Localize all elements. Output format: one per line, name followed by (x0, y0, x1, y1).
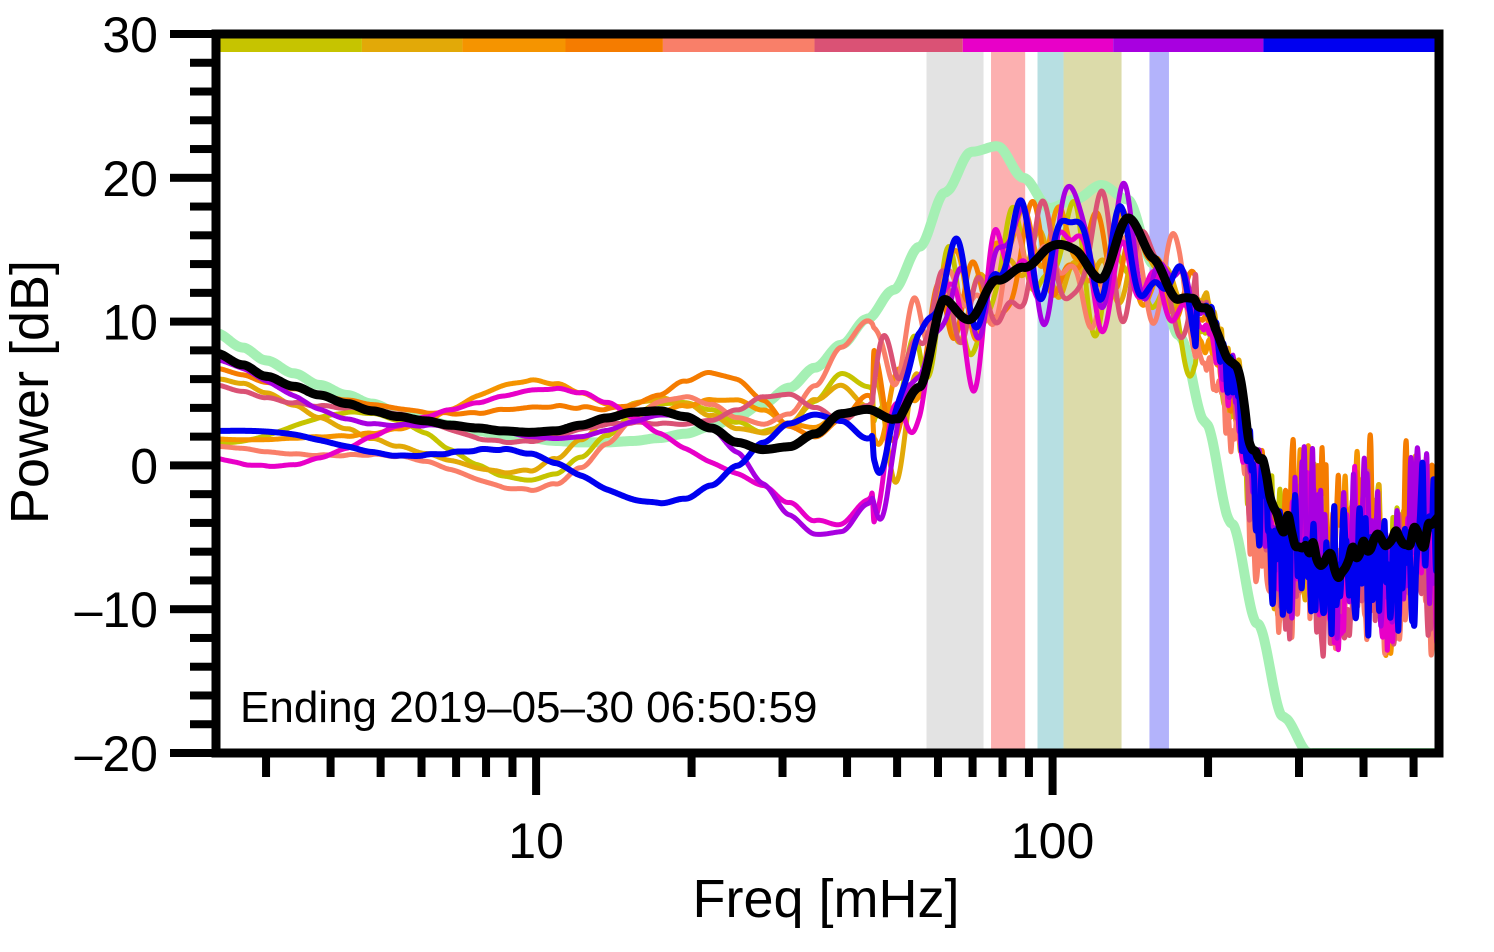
y-minor-tick (190, 346, 216, 355)
ending-timestamp-annotation: Ending 2019‒05‒30 06:50:59 (240, 683, 817, 732)
band-khaki (1063, 52, 1122, 749)
y-tick-label: 20 (102, 151, 158, 207)
y-tick-label: 0 (130, 438, 158, 494)
x-minor-tick (934, 753, 943, 777)
colorbar-segment-2 (462, 38, 566, 52)
x-minor-tick (778, 753, 787, 777)
y-tick-label: 30 (102, 7, 158, 63)
colorbar-segment-1 (361, 38, 463, 52)
x-minor-tick (687, 753, 696, 777)
y-major-tick (170, 605, 216, 614)
y-minor-tick (190, 691, 216, 700)
y-minor-tick (190, 87, 216, 96)
y-minor-tick (190, 633, 216, 642)
x-tick-label: 10 (508, 813, 564, 869)
x-minor-tick (998, 753, 1007, 777)
y-minor-tick (190, 662, 216, 671)
axis-spine-top (211, 29, 1444, 39)
shaded-bands-group (926, 52, 1169, 749)
data-curves-group (211, 141, 1444, 754)
x-minor-tick (1359, 753, 1368, 777)
x-minor-tick (326, 753, 335, 777)
y-tick-label: ‒20 (75, 726, 158, 782)
x-minor-tick (1409, 753, 1418, 777)
x-minor-tick (508, 753, 517, 777)
y-minor-tick (190, 231, 216, 240)
y-tick-label: ‒10 (75, 582, 158, 638)
x-major-tick (532, 753, 541, 795)
colorbar-segment-8 (1263, 38, 1439, 52)
x-minor-tick (417, 753, 426, 777)
axis-spine-right (1434, 29, 1444, 758)
x-minor-tick (482, 753, 491, 777)
colorbar-segment-3 (565, 38, 663, 52)
y-major-tick (170, 30, 216, 38)
colorbar-segment-4 (662, 38, 815, 52)
colorbar-segment-5 (814, 38, 963, 52)
y-minor-tick (190, 58, 216, 67)
y-minor-tick (190, 403, 216, 412)
colorbar-segment-6 (962, 38, 1114, 52)
x-axis-label: Freq [mHz] (692, 869, 959, 929)
y-major-tick (170, 749, 216, 757)
y-minor-tick (190, 547, 216, 556)
colorbar-segment-0 (216, 38, 362, 52)
y-major-tick (170, 173, 216, 182)
y-minor-tick (190, 518, 216, 527)
x-minor-tick (893, 753, 902, 777)
y-minor-tick (190, 145, 216, 154)
y-minor-tick (190, 260, 216, 269)
y-major-tick (170, 461, 216, 470)
x-tick-label: 100 (1011, 813, 1094, 869)
y-minor-tick (190, 432, 216, 441)
colorbar-segment-7 (1113, 38, 1264, 52)
colorbar-group (216, 38, 1439, 52)
x-minor-tick (262, 753, 271, 777)
x-minor-tick (1024, 753, 1033, 777)
x-minor-tick (452, 753, 461, 777)
y-minor-tick (190, 490, 216, 499)
tick-labels-group: ‒20 ‒10 0 10 20 30 10 100 (75, 7, 1095, 869)
y-major-tick (170, 317, 216, 326)
y-minor-tick (190, 576, 216, 585)
band-periwinkle (1149, 52, 1169, 749)
x-minor-tick (1295, 753, 1304, 777)
y-minor-tick (190, 288, 216, 297)
curve-sweep-5-salmon (213, 224, 1442, 658)
y-tick-label: 10 (102, 295, 158, 351)
axis-spine-bottom (211, 748, 1444, 758)
y-axis-label: Power [dB] (0, 260, 60, 524)
curve-mean (211, 213, 1444, 582)
x-minor-tick (843, 753, 852, 777)
x-minor-tick (1204, 753, 1213, 777)
y-minor-tick (190, 720, 216, 729)
x-minor-tick (968, 753, 977, 777)
y-minor-tick (190, 202, 216, 211)
curve-sweep-8-purple (213, 180, 1442, 641)
band-teal (1037, 52, 1064, 749)
axis-spine-left (211, 29, 221, 758)
y-minor-tick (190, 116, 216, 125)
x-minor-tick (376, 753, 385, 777)
axis-frame-group (170, 29, 1444, 795)
y-minor-tick (190, 375, 216, 384)
x-major-tick (1048, 753, 1057, 795)
